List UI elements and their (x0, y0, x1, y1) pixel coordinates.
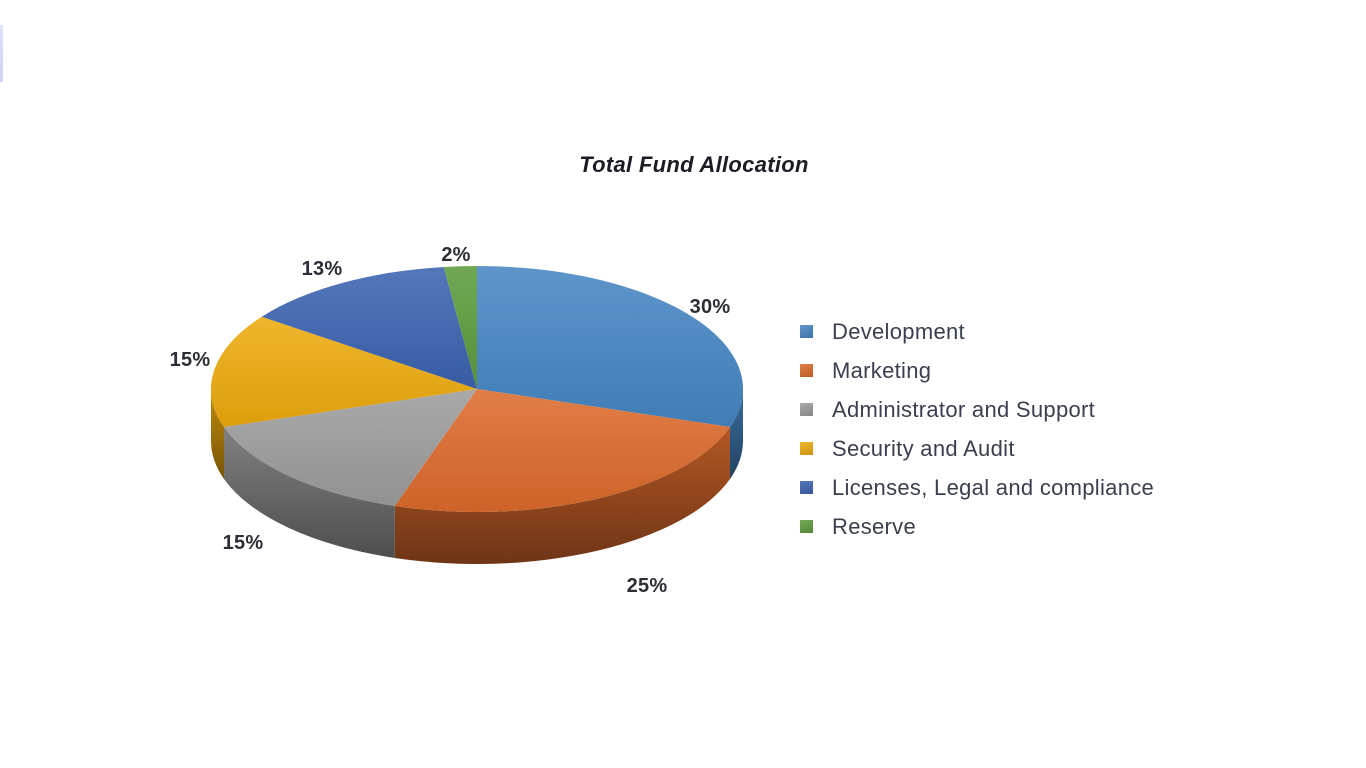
legend-label: Reserve (832, 513, 917, 539)
legend-item-administrator-and-support: Administrator and Support (800, 390, 1154, 429)
legend-item-development: Development (800, 312, 1154, 351)
legend-swatch-icon (800, 403, 813, 416)
legend-label: Development (832, 318, 965, 344)
pie-slice-side-security-and-audit (211, 389, 225, 480)
pie-slice-side-administrator-and-support (224, 427, 395, 558)
data-label-marketing: 25% (627, 575, 668, 597)
legend-label: Security and Audit (832, 435, 1015, 461)
legend-label: Marketing (832, 357, 932, 383)
data-label-security-and-audit: 15% (170, 349, 211, 371)
legend-label: Administrator and Support (832, 396, 1096, 422)
pie-slice-licenses-legal-and-compliance (261, 266, 477, 389)
chart-title: Total Fund Allocation (579, 152, 809, 177)
data-label-licenses-legal-and-compliance: 13% (302, 258, 343, 280)
legend-swatch-icon (800, 325, 813, 338)
pie-slice-side-development (729, 389, 743, 480)
pie-slice-administrator-and-support (224, 389, 477, 506)
legend-item-licenses-legal-and-compliance: Licenses, Legal and compliance (800, 468, 1154, 507)
legend-swatch-icon (800, 520, 813, 533)
pie-slice-marketing (394, 389, 730, 512)
legend-swatch-icon (800, 481, 813, 494)
data-label-development: 30% (690, 296, 731, 318)
pie-slice-side-marketing (394, 427, 730, 564)
legend-item-reserve: Reserve (800, 507, 1154, 546)
legend-item-marketing: Marketing (800, 351, 1154, 390)
legend-item-security-and-audit: Security and Audit (800, 429, 1154, 468)
data-label-reserve: 2% (441, 244, 470, 266)
data-label-administrator-and-support: 15% (223, 532, 264, 554)
pie-slice-reserve (443, 266, 477, 389)
legend-swatch-icon (800, 442, 813, 455)
chart-legend: Development Marketing Administrator and … (800, 312, 1154, 546)
pie-slice-security-and-audit (211, 316, 478, 428)
left-edge-scrollbar-fragment (0, 25, 3, 82)
legend-label: Licenses, Legal and compliance (832, 474, 1155, 500)
pie-slice-development (477, 266, 743, 428)
legend-swatch-icon (800, 364, 813, 377)
